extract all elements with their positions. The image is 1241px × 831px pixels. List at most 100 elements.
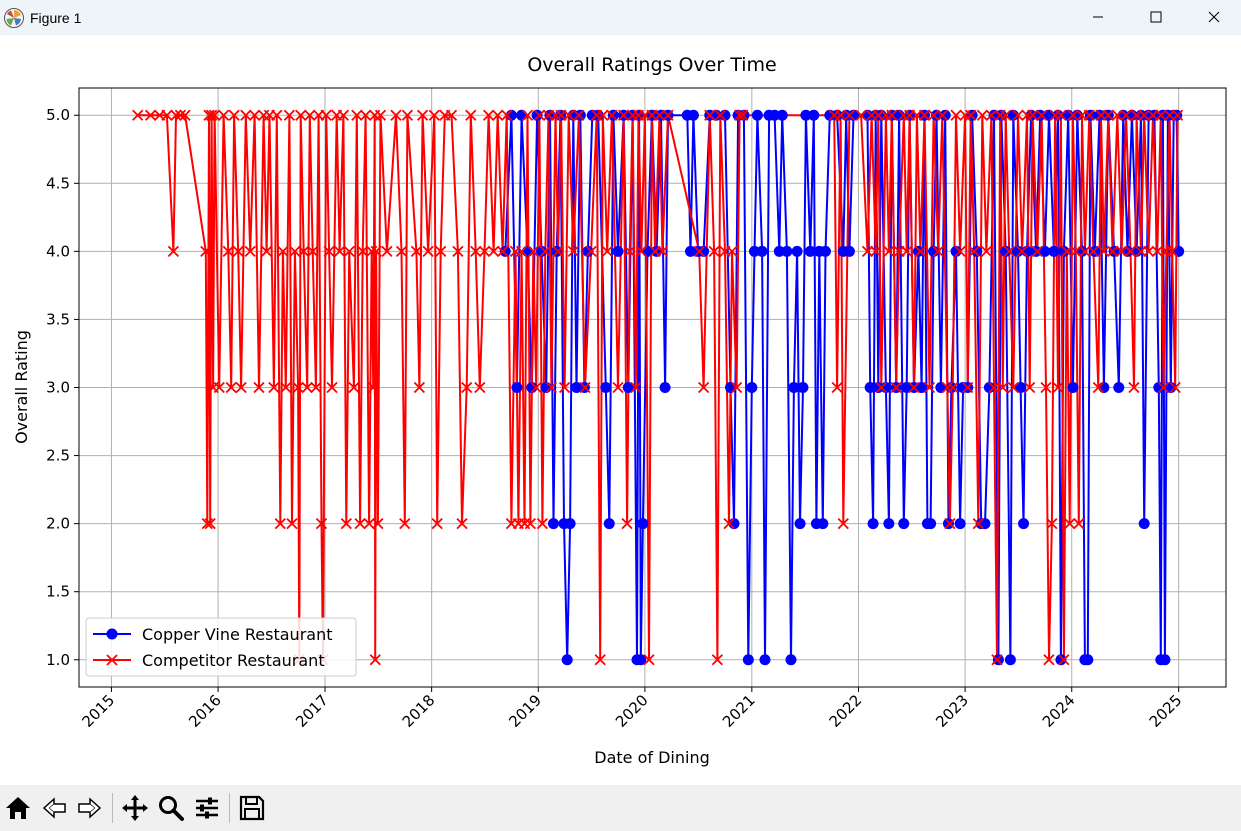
data-point-competitor <box>359 109 372 121</box>
data-point-competitor <box>985 109 998 121</box>
minimize-button[interactable] <box>1069 0 1127 33</box>
data-point-competitor <box>936 109 948 121</box>
data-point-copper-vine <box>635 654 647 666</box>
home-icon <box>6 797 30 819</box>
data-point-competitor <box>870 245 882 258</box>
legend-marker-competitor <box>106 654 118 666</box>
data-point-competitor <box>1092 381 1104 394</box>
y-tick-label: 3.0 <box>46 379 70 397</box>
data-point-competitor <box>1058 654 1070 666</box>
data-point-copper-vine <box>756 245 768 257</box>
data-point-competitor <box>558 381 571 394</box>
data-point-competitor <box>723 517 735 530</box>
data-point-competitor <box>1166 245 1178 258</box>
data-point-competitor <box>366 245 378 258</box>
data-point-copper-vine <box>759 654 771 666</box>
data-point-competitor <box>208 109 221 121</box>
data-point-competitor <box>337 109 350 121</box>
data-point-competitor <box>1052 381 1064 394</box>
data-point-copper-vine <box>516 109 528 121</box>
data-point-copper-vine <box>867 518 879 530</box>
data-point-competitor <box>370 245 382 258</box>
save-button[interactable] <box>234 790 270 826</box>
data-point-copper-vine <box>797 382 809 393</box>
legend: Copper Vine Restaurant Competitor Restau… <box>85 617 357 677</box>
data-point-competitor <box>478 245 491 258</box>
y-tick-label: 1.0 <box>46 651 70 669</box>
data-point-competitor <box>914 245 927 258</box>
data-point-competitor <box>354 517 366 530</box>
data-point-competitor <box>515 245 528 258</box>
data-point-competitor <box>1043 654 1055 666</box>
pan-button[interactable] <box>117 790 153 826</box>
data-point-competitor <box>617 109 630 121</box>
data-point-competitor <box>240 109 252 121</box>
x-tick-label: 2022 <box>826 691 866 731</box>
toolbar-separator <box>229 793 230 823</box>
data-point-competitor <box>843 109 856 121</box>
data-point-copper-vine <box>1089 245 1101 257</box>
data-point-copper-vine <box>788 382 800 393</box>
data-point-competitor <box>965 109 977 121</box>
data-point-competitor <box>1000 109 1012 121</box>
data-point-copper-vine <box>769 109 781 121</box>
data-point-competitor <box>410 245 423 258</box>
data-point-competitor <box>487 245 500 258</box>
data-point-competitor <box>533 109 546 121</box>
data-point-competitor <box>991 654 1003 666</box>
data-point-competitor <box>624 245 636 258</box>
data-point-competitor <box>855 109 867 121</box>
data-point-competitor <box>381 245 393 258</box>
data-point-competitor <box>289 245 301 258</box>
maximize-button[interactable] <box>1127 0 1185 33</box>
data-point-competitor <box>944 517 956 530</box>
series-markers <box>132 109 1185 666</box>
save-icon <box>239 795 265 821</box>
data-point-copper-vine <box>1004 654 1016 666</box>
data-point-competitor <box>737 109 749 121</box>
zoom-button[interactable] <box>153 790 189 826</box>
data-point-competitor <box>968 245 980 258</box>
data-point-competitor <box>1036 109 1048 121</box>
x-tick-label: 2024 <box>1039 691 1079 731</box>
back-icon <box>42 797 66 819</box>
data-point-competitor <box>452 245 464 258</box>
configure-subplots-button[interactable] <box>189 790 225 826</box>
data-point-copper-vine <box>971 245 983 257</box>
data-point-competitor <box>435 245 447 258</box>
pan-icon <box>122 795 148 821</box>
data-point-competitor <box>861 245 874 258</box>
y-axis-label: Overall Rating <box>12 330 31 444</box>
x-tick-label: 2025 <box>1146 691 1186 731</box>
data-point-competitor <box>445 109 458 121</box>
data-point-competitor <box>656 245 669 258</box>
data-point-competitor <box>144 109 157 121</box>
data-point-competitor <box>530 381 542 394</box>
data-point-competitor <box>1102 109 1114 121</box>
back-button[interactable] <box>36 790 72 826</box>
data-point-competitor <box>268 381 280 394</box>
data-point-competitor <box>1061 245 1073 258</box>
data-point-copper-vine <box>540 382 552 393</box>
forward-button[interactable] <box>72 790 108 826</box>
data-point-copper-vine <box>535 245 547 257</box>
figure-canvas[interactable]: Overall Ratings Over Time 2015 2016 2017 20… <box>0 35 1241 785</box>
data-point-copper-vine <box>544 109 556 121</box>
legend-label-copper-vine: Copper Vine Restaurant <box>142 625 332 644</box>
home-button[interactable] <box>0 790 36 826</box>
data-point-copper-vine <box>864 382 876 393</box>
close-button[interactable] <box>1185 0 1241 33</box>
minimize-icon <box>1093 16 1103 17</box>
data-point-competitor <box>630 381 642 394</box>
y-tick-label: 3.5 <box>46 310 70 328</box>
data-point-copper-vine <box>1015 382 1027 393</box>
data-point-competitor <box>976 109 988 121</box>
data-point-copper-vine <box>1113 382 1125 393</box>
data-point-competitor <box>901 245 913 258</box>
data-point-competitor <box>399 517 411 530</box>
data-point-competitor <box>972 517 984 530</box>
data-point-copper-vine <box>1098 382 1110 393</box>
x-tick-label: 2020 <box>612 691 652 731</box>
data-point-competitor <box>170 109 182 121</box>
data-point-copper-vine <box>748 245 760 257</box>
